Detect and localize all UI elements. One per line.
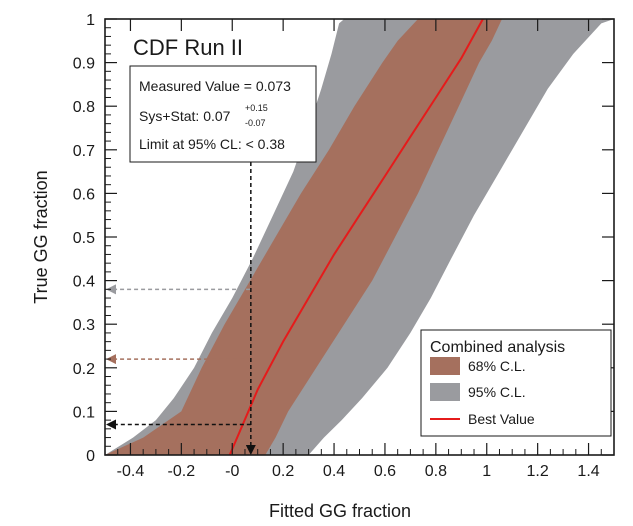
arrow-group xyxy=(106,162,256,455)
limit-text: Limit at 95% CL: < 0.38 xyxy=(139,136,285,152)
y-tick-label: 0.3 xyxy=(73,317,95,334)
y-tick-label: 1 xyxy=(86,12,95,29)
y-tick-label: 0 xyxy=(86,448,95,465)
x-tick-label: 0.2 xyxy=(272,463,294,480)
y-tick-label: 0.8 xyxy=(73,99,95,116)
sys-stat-plus: +0.15 xyxy=(245,103,268,113)
y-axis-ticks: 0 0.1 0.2 0.3 0.4 0.5 0.6 0.7 0.8 0.9 1 xyxy=(73,12,614,465)
x-tick-label: 1 xyxy=(482,463,491,480)
band-68cl xyxy=(105,19,502,455)
y-tick-label: 0.1 xyxy=(73,404,95,421)
y-tick-label: 0.2 xyxy=(73,361,95,378)
x-tick-label: -0.4 xyxy=(117,463,145,480)
sys-stat-minus: -0.07 xyxy=(245,118,266,128)
x-tick-label: 1.4 xyxy=(577,463,599,480)
x-tick-label: 0.6 xyxy=(374,463,396,480)
x-tick-label: 1.2 xyxy=(527,463,549,480)
legend-swatch-95cl xyxy=(430,383,460,401)
y-tick-label: 0.9 xyxy=(73,56,95,73)
sys-stat-text: Sys+Stat: 0.07 xyxy=(139,108,231,124)
legend: Combined analysis 68% C.L. 95% C.L. Best… xyxy=(420,329,612,437)
chart-title: CDF Run II xyxy=(133,35,243,60)
y-axis-label: True GG fraction xyxy=(31,170,51,303)
x-tick-label: 0.4 xyxy=(323,463,345,480)
x-axis-ticks: -0.4 -0.2 -0 0.2 0.4 0.6 0.8 1 1.2 1.4 xyxy=(104,19,615,480)
x-tick-label: -0.2 xyxy=(168,463,196,480)
legend-label-95cl: 95% C.L. xyxy=(468,384,526,400)
legend-title: Combined analysis xyxy=(430,339,565,356)
x-tick-label: 0.8 xyxy=(425,463,447,480)
annotation-box: Measured Value = 0.073 Sys+Stat: 0.07 +0… xyxy=(129,65,317,163)
legend-label-best: Best Value xyxy=(468,411,535,427)
y-tick-label: 0.5 xyxy=(73,230,95,247)
measured-value-text: Measured Value = 0.073 xyxy=(139,78,291,94)
legend-swatch-68cl xyxy=(430,357,460,375)
y-tick-label: 0.6 xyxy=(73,186,95,203)
y-tick-label: 0.7 xyxy=(73,143,95,160)
y-tick-label: 0.4 xyxy=(73,274,95,291)
best-value-line xyxy=(228,19,484,455)
legend-label-68cl: 68% C.L. xyxy=(468,358,526,374)
x-tick-label: -0 xyxy=(225,463,239,480)
x-axis-label: Fitted GG fraction xyxy=(269,501,411,521)
